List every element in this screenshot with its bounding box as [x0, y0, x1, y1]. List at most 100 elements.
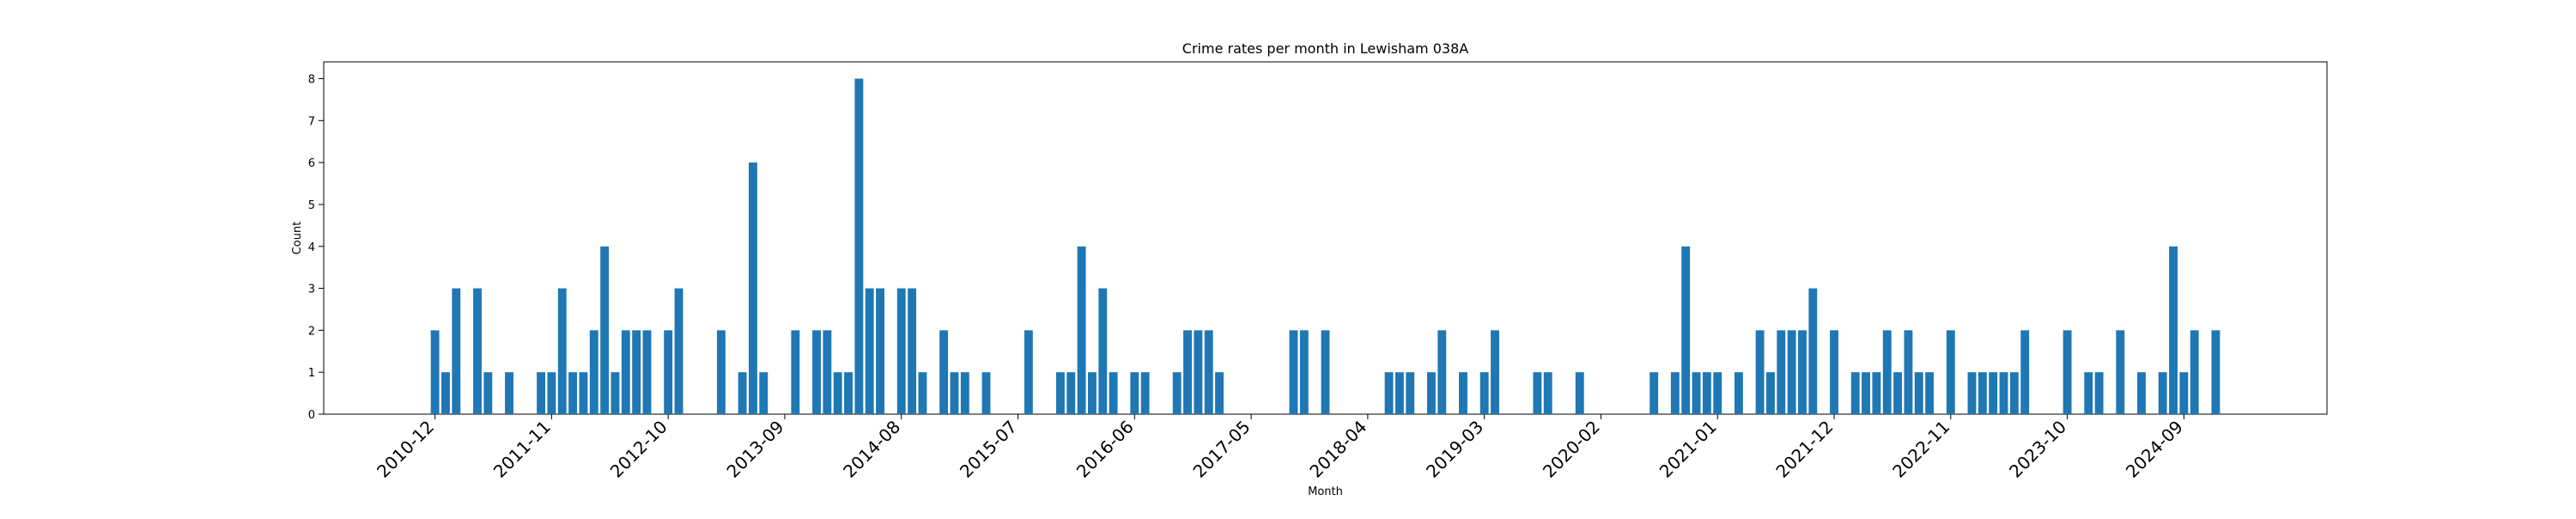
x-tick-label: 2010-12: [373, 417, 438, 482]
bar: [1575, 372, 1584, 414]
bar: [981, 372, 991, 414]
bar: [1766, 372, 1775, 414]
bar: [1914, 372, 1923, 414]
bar: [2020, 330, 2030, 414]
bar: [950, 372, 959, 414]
bar: [1215, 372, 1224, 414]
bar: [1543, 372, 1552, 414]
bar: [1289, 330, 1298, 414]
bar: [1999, 372, 2008, 414]
bar: [1459, 372, 1467, 414]
bar: [960, 372, 969, 414]
x-tick-label: 2024-09: [2122, 417, 2187, 482]
x-tick-label: 2017-05: [1189, 417, 1255, 482]
y-tick-label: 8: [308, 74, 315, 87]
bar: [1649, 372, 1659, 414]
bar: [441, 372, 450, 414]
bar: [1755, 330, 1765, 414]
bar: [1978, 372, 1987, 414]
y-axis-label: Count: [291, 222, 304, 255]
bar: [1946, 330, 1955, 414]
bar: [2116, 330, 2125, 414]
bar: [1384, 372, 1394, 414]
bar: [589, 330, 598, 414]
x-tick-label: 2023-10: [2005, 417, 2070, 482]
bar: [918, 372, 927, 414]
bar: [2158, 372, 2167, 414]
bar: [716, 330, 726, 414]
bar: [537, 372, 545, 414]
bar: [1491, 330, 1499, 414]
bar: [1967, 372, 1977, 414]
bar: [473, 288, 482, 414]
bar: [452, 288, 461, 414]
bar: [791, 330, 800, 414]
bar: [579, 372, 588, 414]
bar: [2137, 372, 2146, 414]
y-tick-label: 5: [308, 199, 315, 212]
x-tick-label: 2022-11: [1888, 417, 1953, 482]
y-tick-label: 3: [308, 284, 315, 296]
x-axis-label: Month: [1308, 485, 1343, 498]
bar: [1109, 372, 1118, 414]
bar: [939, 330, 949, 414]
bar: [1702, 372, 1711, 414]
bar: [1692, 372, 1701, 414]
bar: [833, 372, 842, 414]
bar: [1882, 330, 1892, 414]
bar: [823, 330, 832, 414]
bar: [1406, 372, 1415, 414]
bar: [1066, 372, 1076, 414]
bar: [2190, 330, 2199, 414]
y-tick-label: 7: [308, 115, 315, 128]
x-tick-label: 2021-12: [1771, 417, 1837, 482]
bar: [2179, 372, 2189, 414]
x-tick-label: 2018-04: [1305, 417, 1370, 482]
bar: [2063, 330, 2072, 414]
y-tick-label: 2: [308, 325, 315, 338]
bar: [1893, 372, 1903, 414]
bar: [1872, 372, 1881, 414]
bar: [1925, 372, 1935, 414]
bar: [1088, 372, 1097, 414]
y-axis: 0 1 2 3 4 5 6 7 8: [308, 74, 324, 422]
bar: [505, 372, 513, 414]
bar: [1130, 372, 1139, 414]
bar: [568, 372, 578, 414]
bar: [600, 246, 610, 414]
bar: [1299, 330, 1309, 414]
bar: [1427, 372, 1436, 414]
x-tick-label: 2011-11: [489, 417, 555, 482]
bar: [1830, 330, 1838, 414]
bar: [1098, 288, 1108, 414]
bar: [1077, 246, 1086, 414]
bar: [1904, 330, 1913, 414]
bar: [1798, 330, 1807, 414]
x-tick-label: 2013-09: [722, 417, 787, 482]
bar: [2169, 246, 2178, 414]
bar: [2084, 372, 2093, 414]
bar: [1713, 372, 1722, 414]
bar: [844, 372, 853, 414]
bar: [621, 330, 630, 414]
y-tick-label: 1: [308, 367, 315, 380]
x-tick-label: 2014-08: [839, 417, 904, 482]
bar: [876, 288, 884, 414]
x-tick-label: 2012-10: [606, 417, 671, 482]
bar: [1808, 288, 1818, 414]
bar: [674, 288, 683, 414]
bar: [1172, 372, 1182, 414]
y-tick-label: 0: [308, 409, 315, 422]
x-tick-label: 2015-07: [956, 417, 1021, 482]
bar: [642, 330, 652, 414]
bar: [1055, 372, 1065, 414]
bars: [430, 78, 2221, 415]
bar: [611, 372, 620, 414]
bar: [812, 330, 821, 414]
bar: [1681, 246, 1691, 414]
bar: [2211, 330, 2221, 414]
bar: [1862, 372, 1870, 414]
bar: [1479, 372, 1489, 414]
